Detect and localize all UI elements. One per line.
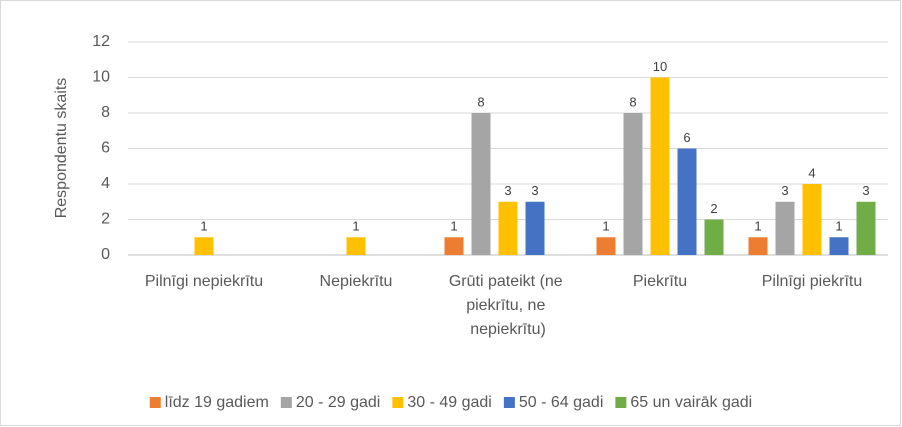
data-label: 1 — [450, 219, 457, 234]
data-label: 1 — [602, 219, 609, 234]
data-label: 6 — [683, 130, 690, 145]
bar — [346, 237, 366, 255]
data-label: 1 — [200, 219, 207, 234]
bar — [704, 219, 724, 255]
legend-label: 20 - 29 gadi — [296, 394, 381, 411]
legend-swatch — [615, 397, 627, 408]
x-tick-label: Nepiekrītu — [320, 273, 393, 290]
x-tick-label: Pilnīgi piekrītu — [762, 273, 863, 290]
bar — [596, 237, 616, 255]
data-label: 2 — [710, 201, 717, 216]
x-tick-label: Piekrītu — [633, 273, 687, 290]
bar — [498, 201, 518, 255]
legend-swatch — [149, 397, 161, 408]
bar — [802, 184, 822, 255]
y-tick-label: 12 — [92, 33, 110, 50]
data-label: 4 — [808, 165, 815, 180]
legend-swatch — [503, 397, 515, 408]
data-label: 3 — [862, 183, 869, 198]
legend-label: līdz 19 gadiem — [165, 394, 269, 411]
bar — [650, 77, 670, 255]
legend-label: 30 - 49 gadi — [407, 394, 492, 411]
bar — [194, 237, 214, 255]
data-label: 8 — [629, 94, 636, 109]
data-label: 1 — [352, 219, 359, 234]
y-tick-label: 10 — [92, 69, 110, 86]
bar — [856, 201, 876, 255]
bar — [677, 148, 697, 255]
data-label: 3 — [781, 183, 788, 198]
data-label: 10 — [653, 59, 667, 74]
legend-swatch — [392, 397, 404, 408]
data-label: 3 — [531, 183, 538, 198]
legend-label: 65 un vairāk gadi — [630, 394, 752, 411]
bar — [525, 201, 545, 255]
y-tick-label: 8 — [101, 104, 110, 121]
bar — [748, 237, 768, 255]
bar — [623, 113, 643, 255]
y-tick-label: 4 — [101, 175, 110, 192]
data-label: 1 — [754, 219, 761, 234]
bar — [775, 201, 795, 255]
y-axis-title: Respondentu skaits — [53, 78, 70, 219]
x-tick-label: Grūti pateikt (ne piekrītu, ne nepiekrīt… — [449, 273, 567, 338]
data-label: 8 — [477, 94, 484, 109]
x-tick-label: Pilnīgi nepiekrītu — [145, 273, 263, 290]
data-label: 3 — [504, 183, 511, 198]
legend-swatch — [280, 397, 292, 408]
legend-label: 50 - 64 gadi — [519, 394, 604, 411]
y-tick-label: 0 — [101, 246, 110, 263]
data-label: 1 — [835, 219, 842, 234]
bar — [471, 113, 491, 255]
y-tick-label: 2 — [101, 211, 110, 228]
bar — [444, 237, 464, 255]
bar — [829, 237, 849, 255]
y-tick-label: 6 — [101, 140, 110, 157]
